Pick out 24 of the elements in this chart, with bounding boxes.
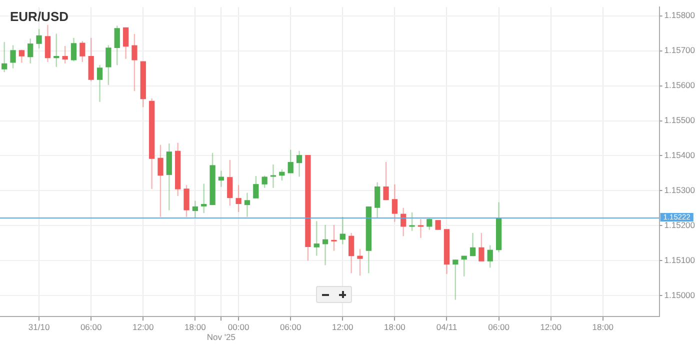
x-tick-label: 18:00 [384,322,406,332]
x-tick-label: 31/10 [28,322,50,332]
y-tick-label: 1.15700 [664,45,696,56]
x-tick-label: 12:00 [332,322,354,332]
x-tick-label: 18:00 [184,322,206,332]
x-tick-label: 12:00 [540,322,562,332]
x-tick-label: 18:00 [592,322,614,332]
y-tick-label: 1.15000 [664,290,696,300]
x-tick-label: 06:00 [280,322,302,332]
x-tick-label: 06:00 [80,322,102,332]
x-tick-label: 04/11 [436,322,458,332]
x-tick-label: 00:00 [228,322,250,332]
x-tick-label: 06:00 [488,322,510,332]
chart-title: EUR/USD [10,9,69,24]
y-tick-label: 1.15300 [664,185,696,196]
y-tick-label: 1.15800 [664,10,696,20]
y-tick-label: 1.15500 [664,115,696,126]
candlestick [435,219,441,230]
y-tick-label: 1.15400 [664,150,696,160]
y-tick-label: 1.15200 [664,220,696,230]
x-tick-label: 12:00 [132,322,154,332]
y-tick-label: 1.15600 [664,80,696,90]
x-tick-label: Nov '25 [206,332,236,342]
y-tick-label: 1.15100 [664,254,696,265]
